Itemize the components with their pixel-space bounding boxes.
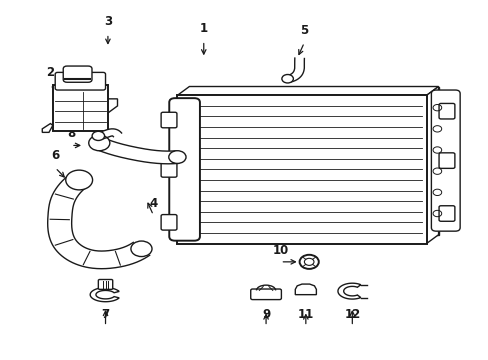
Text: 1: 1	[199, 22, 207, 35]
Circle shape	[92, 131, 104, 140]
FancyBboxPatch shape	[438, 206, 454, 221]
Circle shape	[168, 151, 185, 163]
Text: 8: 8	[67, 127, 75, 140]
FancyBboxPatch shape	[161, 215, 177, 230]
Text: 7: 7	[101, 308, 109, 321]
FancyBboxPatch shape	[430, 90, 459, 231]
Bar	[177, 95, 426, 243]
Text: 3: 3	[103, 15, 112, 28]
FancyBboxPatch shape	[438, 103, 454, 119]
FancyBboxPatch shape	[161, 112, 177, 128]
Circle shape	[131, 241, 152, 257]
FancyBboxPatch shape	[53, 85, 108, 131]
Text: 11: 11	[297, 308, 313, 321]
FancyBboxPatch shape	[161, 162, 177, 177]
Polygon shape	[42, 123, 53, 132]
Circle shape	[304, 258, 313, 265]
FancyBboxPatch shape	[250, 289, 281, 300]
Polygon shape	[94, 138, 178, 164]
Polygon shape	[426, 86, 438, 243]
Circle shape	[299, 255, 318, 269]
Polygon shape	[189, 86, 438, 235]
FancyBboxPatch shape	[98, 279, 112, 289]
FancyBboxPatch shape	[169, 98, 200, 241]
Polygon shape	[90, 288, 119, 302]
Text: 4: 4	[149, 197, 157, 210]
Polygon shape	[337, 283, 360, 299]
Polygon shape	[295, 284, 316, 294]
FancyBboxPatch shape	[55, 72, 105, 90]
Text: 6: 6	[51, 149, 59, 162]
Text: 12: 12	[344, 308, 360, 321]
Text: 2: 2	[46, 67, 54, 80]
Text: 10: 10	[272, 244, 288, 257]
Text: 9: 9	[262, 308, 270, 321]
Polygon shape	[98, 129, 122, 139]
Polygon shape	[287, 58, 304, 82]
Polygon shape	[177, 86, 438, 95]
FancyBboxPatch shape	[63, 66, 92, 82]
Circle shape	[65, 170, 92, 190]
Circle shape	[281, 75, 293, 83]
FancyBboxPatch shape	[438, 153, 454, 168]
Polygon shape	[48, 174, 149, 269]
Text: 5: 5	[300, 24, 308, 37]
Circle shape	[89, 135, 110, 151]
